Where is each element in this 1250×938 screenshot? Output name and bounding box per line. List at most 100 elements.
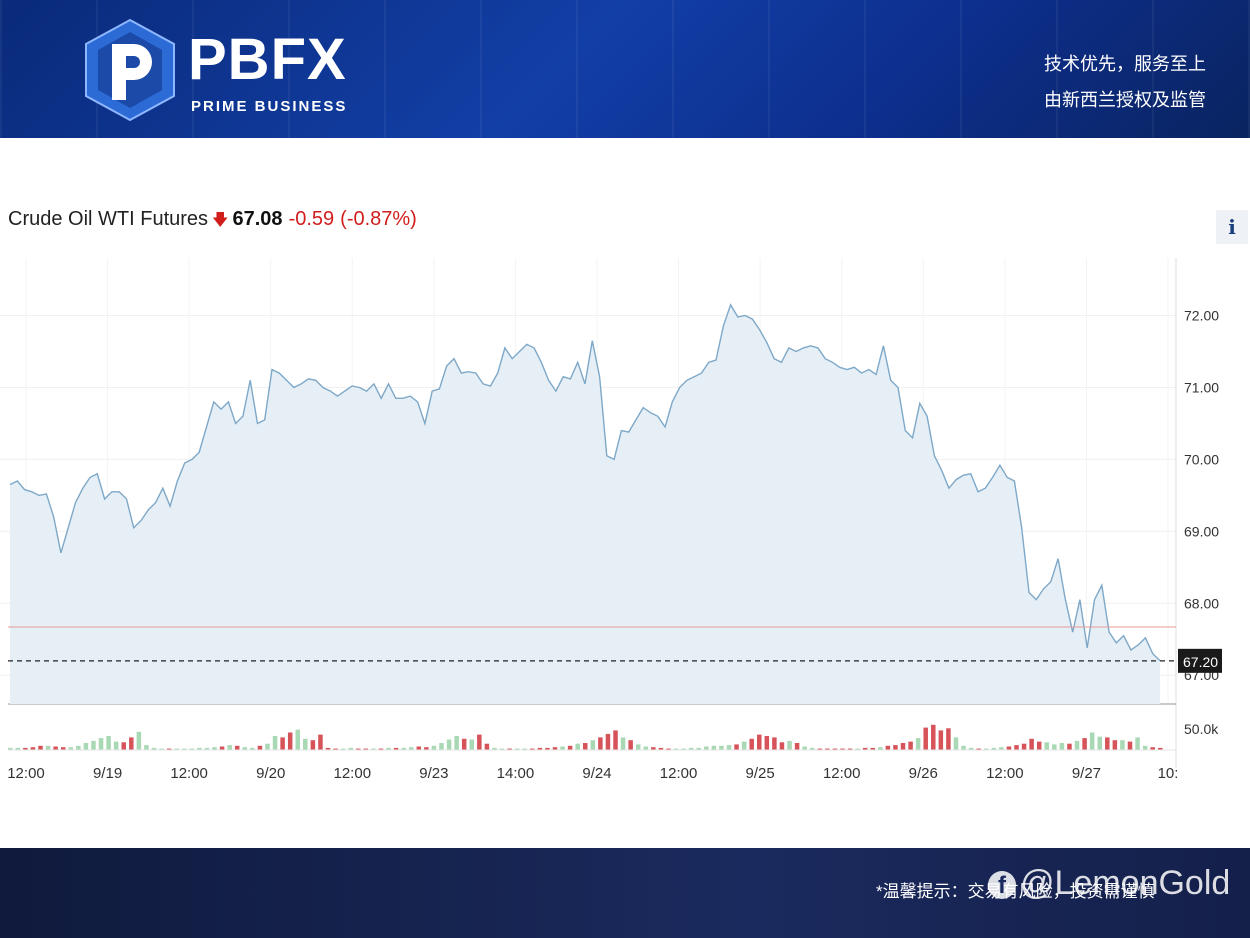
volume-bar: [545, 747, 550, 750]
volume-bar: [688, 747, 694, 750]
volume-bar: [666, 748, 671, 750]
slogan-line-1: 技术优先，服务至上: [1044, 54, 1206, 74]
volume-bar: [166, 748, 172, 750]
volume-bars: 50.0k: [8, 721, 1219, 751]
volume-bar: [855, 748, 860, 750]
volume-bar: [113, 741, 119, 750]
x-tick-label: 14:00: [497, 765, 535, 782]
volume-bar: [401, 747, 406, 750]
volume-bar: [1074, 740, 1080, 750]
volume-bar: [68, 747, 74, 750]
volume-bar: [204, 747, 210, 750]
volume-bar: [333, 748, 338, 750]
x-tick-label: 12:00: [7, 765, 45, 782]
volume-bar: [1097, 736, 1102, 750]
volume-bar: [862, 747, 868, 750]
volume-bar: [363, 748, 369, 750]
volume-bar: [726, 745, 732, 750]
volume-bar: [272, 736, 278, 750]
x-tick-label: 12:00: [170, 765, 208, 782]
volume-bar: [741, 741, 747, 750]
volume-bar: [212, 747, 217, 750]
volume-bar: [878, 747, 883, 750]
volume-bar: [53, 746, 58, 750]
volume-bar: [189, 748, 195, 750]
volume-bar: [734, 744, 739, 750]
volume-bar: [484, 743, 490, 750]
volume-bar: [711, 745, 717, 750]
volume-tick-label: 50.0k: [1184, 721, 1219, 737]
price-change-percent: (-0.87%): [340, 208, 417, 230]
volume-bar: [817, 748, 823, 750]
x-tick-label: 12:00: [660, 765, 698, 782]
volume-bar: [522, 748, 527, 750]
volume-bar: [560, 746, 565, 750]
volume-bar: [1105, 737, 1110, 750]
volume-bar: [635, 744, 641, 750]
volume-bar: [1127, 741, 1133, 750]
volume-bar: [356, 748, 361, 750]
volume-bar: [424, 747, 429, 750]
volume-bar: [15, 747, 21, 750]
volume-bar: [908, 741, 913, 750]
volume-bar: [348, 747, 353, 750]
volume-bar: [620, 737, 626, 750]
volume-bar: [461, 738, 467, 750]
x-tick-label: 9/24: [582, 765, 611, 782]
volume-bar: [999, 747, 1004, 750]
volume-bar: [174, 748, 179, 750]
volume-bar: [938, 730, 944, 750]
volume-bar: [825, 748, 830, 750]
volume-bar: [151, 747, 157, 750]
volume-bar: [83, 743, 89, 750]
volume-bar: [1120, 740, 1125, 750]
volume-bar: [885, 745, 891, 750]
volume-bar: [45, 745, 51, 750]
info-button[interactable]: i: [1216, 210, 1248, 244]
y-tick-label: 71.00: [1184, 379, 1219, 395]
volume-bar: [182, 748, 187, 750]
volume-bar: [870, 747, 875, 750]
volume-bar: [809, 747, 815, 750]
y-tick-label: 69.00: [1184, 523, 1219, 539]
volume-bar: [76, 745, 81, 750]
down-arrow-icon: 🡇: [212, 212, 229, 229]
slogan: 技术优先，服务至上 由新西兰授权及监管: [1044, 46, 1206, 118]
risk-disclaimer: *温馨提示：交易有风险，投资需谨慎: [876, 882, 1155, 901]
volume-bar: [1112, 740, 1118, 750]
x-tick-label: 12:00: [823, 765, 861, 782]
volume-bar: [386, 747, 391, 750]
volume-bar: [530, 748, 535, 750]
volume-bar: [250, 747, 255, 750]
volume-bar: [91, 740, 96, 750]
volume-bar: [446, 739, 452, 750]
facebook-icon: f: [988, 871, 1016, 900]
price-change: -0.59: [288, 208, 335, 230]
watermark-text: @LemonGold: [1020, 864, 1231, 902]
slogan-line-2: 由新西兰授权及监管: [1044, 90, 1206, 110]
volume-bar: [893, 745, 898, 750]
volume-bar: [1052, 744, 1057, 750]
volume-bar: [900, 743, 906, 750]
volume-bar: [227, 745, 232, 750]
price-line: [9, 303, 1161, 662]
volume-bar: [60, 747, 66, 750]
volume-bar: [976, 748, 981, 750]
volume-bar: [477, 734, 482, 750]
volume-bar: [23, 747, 28, 750]
y-tick-label: 70.00: [1184, 451, 1219, 467]
volume-bar: [431, 745, 437, 750]
volume-bar: [30, 747, 36, 750]
volume-bar: [1082, 738, 1087, 750]
volume-bar: [507, 748, 512, 750]
volume-bar: [567, 745, 573, 750]
x-tick-label: 9/23: [419, 765, 448, 782]
volume-bar: [197, 747, 202, 750]
volume-bar: [719, 745, 724, 750]
volume-bar: [552, 747, 558, 750]
x-tick-label: 12:00: [986, 765, 1024, 782]
volume-bar: [159, 748, 164, 750]
volume-bar: [1006, 746, 1012, 750]
